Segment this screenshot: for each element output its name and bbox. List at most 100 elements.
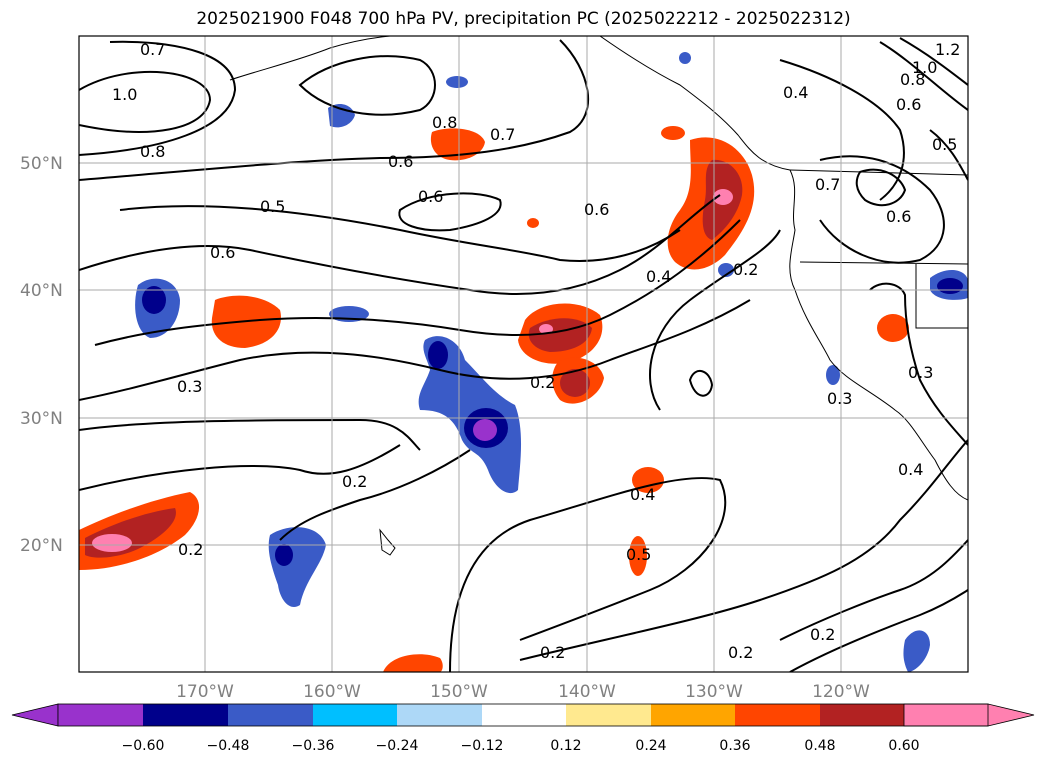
precip-blob-subtropic-2 (629, 536, 647, 576)
lat-label-40n: 40°N (20, 281, 63, 301)
precip-blob-small (527, 218, 539, 228)
contour-label: 0.6 (584, 200, 609, 219)
contour-0-4-b (649, 229, 781, 411)
lat-label-30n: 30°N (20, 409, 63, 429)
colorbar-segment (228, 704, 313, 726)
contour-label: 0.5 (932, 135, 957, 154)
lat-label-20n: 20°N (20, 536, 63, 556)
colorbar-segment (651, 704, 735, 726)
contour-0-2-se2 (789, 589, 968, 672)
contour-label: 0.6 (210, 243, 235, 262)
colorbar-tick-label: −0.36 (292, 738, 335, 754)
contour-label: 0.4 (630, 485, 655, 504)
contour-0-4 (94, 219, 741, 346)
contour-label: 0.3 (827, 389, 852, 408)
map-frame (78, 35, 969, 673)
colorbar-segment (820, 704, 904, 726)
lon-label-140w: 140°W (558, 682, 616, 702)
neg-precip-blob-tiny (679, 52, 691, 64)
neg-precip-core-west (142, 286, 166, 314)
contour-0-2 (79, 444, 401, 491)
aleutian-coastline (229, 36, 391, 81)
colorbar-segment (735, 704, 820, 726)
colorbar-segment (482, 704, 566, 726)
contour-label: 0.4 (783, 83, 808, 102)
contour-label: 0.6 (418, 187, 443, 206)
colorbar-tick-label: −0.24 (376, 738, 419, 754)
contour-0-2-southeast (519, 439, 968, 661)
colorbar-tick-label: 0.36 (719, 738, 750, 754)
contour-labels: 0.7 1.0 0.8 0.8 0.7 0.6 0.5 0.6 0.6 0.6 … (112, 40, 960, 662)
contour-0-3-loop (688, 370, 714, 397)
hawaii-islands (379, 528, 396, 556)
political-borders (789, 169, 968, 329)
precip-peak-center (539, 324, 553, 334)
lat-label-50n: 50°N (20, 154, 63, 174)
contour-label: 0.6 (886, 207, 911, 226)
contour-label: 0.7 (490, 125, 515, 144)
colorbar-extend-high (903, 703, 1035, 727)
contour-0-2-se (779, 539, 968, 641)
colorbar-tick-label: 0.60 (888, 738, 919, 754)
colorbar-tick-label: 0.48 (804, 738, 835, 754)
contour-label: 0.2 (733, 260, 758, 279)
precip-blob-inland (877, 314, 909, 342)
contour-1-0 (79, 70, 212, 133)
contour-0-6-east (819, 155, 945, 264)
neg-precip-peak-center (473, 419, 497, 441)
contour-label: 0.8 (900, 70, 925, 89)
colorbar-segment (566, 704, 651, 726)
precip-peak-southwest (92, 534, 132, 552)
contour-0-6-loop (398, 192, 502, 232)
contour-0-6 (79, 39, 590, 181)
contour-label: 0.8 (140, 142, 165, 161)
contour-0-4-south (449, 477, 727, 672)
precip-core-south (560, 369, 590, 397)
contour-label: 0.6 (388, 152, 413, 171)
map-layers: 0.7 1.0 0.8 0.8 0.7 0.6 0.5 0.6 0.6 0.6 … (79, 36, 968, 672)
colorbar-segment (143, 704, 228, 726)
neg-precip-blob-north-2 (446, 76, 468, 88)
contour-label: 0.4 (646, 267, 671, 286)
contour-label: 0.5 (626, 545, 651, 564)
colorbar-extend-low (11, 703, 59, 727)
neg-precip-blob-small-2 (718, 263, 734, 277)
colorbar-frame (57, 703, 989, 727)
colorbar-segment (58, 704, 143, 726)
neg-precip-core-east (937, 278, 963, 294)
contour-label: 0.6 (896, 95, 921, 114)
contour-0-8-west (79, 40, 237, 156)
pv-contours (79, 37, 968, 672)
colorbar: −0.60 −0.48 −0.36 −0.24 −0.12 0.12 0.24 … (11, 703, 1035, 754)
contour-label: 0.2 (540, 643, 565, 662)
north-america-coastline (599, 36, 968, 501)
contour-0-3 (79, 299, 751, 401)
contour-label: 0.2 (810, 625, 835, 644)
neg-precip-blob-small-3 (826, 365, 840, 385)
contour-label: 0.2 (728, 643, 753, 662)
contour-label: 1.0 (912, 58, 937, 77)
contour-0-2-west (79, 418, 421, 451)
colorbar-tick-label: 0.12 (550, 738, 581, 754)
neg-precip-core-2 (428, 341, 448, 369)
contour-label: 0.5 (260, 197, 285, 216)
contour-0-7-loop (855, 168, 907, 207)
neg-precip-core-southwest (275, 544, 293, 566)
contour-label: 0.2 (530, 373, 555, 392)
contour-0-8-loop (298, 55, 436, 116)
map-title: 2025021900 F048 700 hPa PV, precipitatio… (196, 9, 851, 29)
colorbar-tick-label: 0.24 (635, 738, 666, 754)
neg-precip-blob-se (903, 630, 930, 672)
lon-label-120w: 120°W (812, 682, 870, 702)
contour-label: 0.8 (432, 113, 457, 132)
colorbar-tick-label: −0.12 (461, 738, 504, 754)
contour-label: 0.7 (140, 40, 165, 59)
contour-ne-set (879, 37, 968, 181)
contour-0-2-b (279, 449, 471, 541)
lon-label-150w: 150°W (430, 682, 488, 702)
contour-label: 0.7 (815, 175, 840, 194)
contour-label: 1.0 (112, 85, 137, 104)
contour-0-4-north (779, 59, 905, 201)
colorbar-tick-label: −0.48 (207, 738, 250, 754)
